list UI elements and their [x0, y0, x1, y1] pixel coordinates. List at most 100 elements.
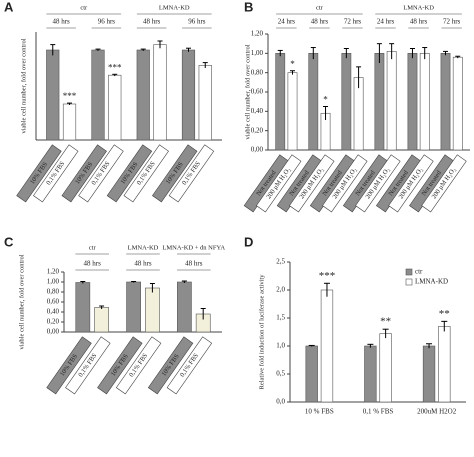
y-axis-label: Relative fold induction of luciferase ac… [258, 274, 265, 390]
y-axis-label: viable cell number, fold over control [244, 44, 251, 139]
category-frame [289, 154, 335, 213]
y-tick-label: 1,00 [251, 49, 264, 57]
category-frame [106, 144, 153, 203]
bar [91, 49, 105, 141]
category-frame [65, 336, 111, 395]
bar [407, 53, 418, 151]
bar [364, 345, 377, 403]
category-frame [166, 336, 213, 395]
y-tick-label: 1,5 [276, 314, 285, 322]
category-frame [46, 336, 92, 395]
category-frame [355, 154, 401, 213]
group-label: ctr [80, 4, 88, 11]
bar [287, 72, 298, 151]
category-frame [255, 154, 302, 213]
bar [181, 49, 196, 141]
subgroup-label: 24 hrs [377, 18, 395, 26]
bar [126, 281, 141, 333]
subgroup-label: 24 hrs [278, 18, 296, 26]
x-tick-label: 10 % FBS [305, 408, 334, 416]
legend-label: LMNA-KD [415, 278, 448, 286]
category-frame [33, 144, 79, 203]
subgroup-label: 48 hrs [185, 260, 203, 268]
y-tick-label: 2,0 [276, 286, 285, 294]
bar [379, 333, 392, 403]
category-frame [78, 144, 124, 203]
y-tick-label: 0,40 [47, 308, 60, 316]
bar [386, 51, 397, 151]
category-frame [168, 144, 215, 203]
subgroup-label: 72 hrs [443, 18, 461, 26]
y-tick-label: 0,80 [251, 68, 264, 76]
subgroup-label: 48 hrs [84, 260, 102, 268]
bar [94, 307, 109, 333]
y-tick-label: 0,80 [47, 288, 60, 296]
legend-swatch [405, 278, 413, 286]
significance: *** [108, 62, 122, 72]
bar [320, 289, 334, 403]
bar [177, 281, 192, 333]
y-tick-label: 0,60 [251, 88, 264, 96]
subgroup-label: 72 hrs [344, 18, 362, 26]
bar [75, 282, 91, 333]
bar [62, 103, 77, 141]
bar [46, 49, 60, 141]
bar [108, 74, 122, 141]
significance: ** [439, 308, 450, 320]
category-frame [147, 336, 194, 395]
y-tick-label: 2,5 [276, 258, 285, 266]
category-frame [421, 154, 467, 213]
bar [452, 56, 463, 151]
subgroup-label: 48 hrs [134, 260, 152, 268]
y-tick-label: 1,00 [47, 278, 60, 286]
group-label: ctr [316, 4, 324, 11]
y-tick-label: 0,60 [47, 298, 60, 306]
bar [308, 53, 319, 151]
bar [136, 49, 150, 141]
category-frame [152, 144, 198, 203]
legend-label: ctr [415, 268, 423, 276]
significance: ** [380, 316, 391, 328]
category-frame [97, 336, 143, 395]
y-tick-label: 0,5 [276, 370, 285, 378]
y-tick-label: 0,20 [47, 318, 60, 326]
panel-label: A [4, 0, 14, 14]
category-frame [123, 144, 169, 203]
bar [198, 65, 212, 141]
y-tick-label: 0,20 [251, 126, 264, 134]
subgroup-label: 48 hrs [311, 18, 329, 26]
category-frame [115, 336, 162, 395]
significance: * [290, 59, 295, 69]
group-label: ctr [89, 244, 97, 251]
group-label: LMNA-KD [159, 4, 190, 11]
bar [275, 53, 286, 151]
subgroup-label: 48 hrs [52, 18, 70, 26]
category-frame [322, 154, 368, 213]
group-label: LMNA-KD + dn NFYA [162, 244, 225, 251]
bar [419, 53, 430, 151]
bar [341, 53, 352, 151]
group-label: LMNA-KD [403, 4, 434, 11]
y-tick-label: 1,20 [47, 268, 60, 276]
bar [422, 345, 436, 403]
y-axis-label: viable cell number, fold over control [18, 254, 25, 349]
category-frame [61, 144, 107, 203]
bar [145, 287, 160, 333]
bar [153, 44, 167, 141]
bar [353, 77, 364, 151]
category-frame [388, 154, 434, 213]
y-tick-label: 0,00 [251, 146, 264, 154]
significance: *** [319, 270, 336, 282]
bar [305, 345, 318, 403]
y-tick-label: 1,0 [276, 342, 285, 350]
subgroup-label: 48 hrs [143, 18, 161, 26]
x-tick-label: 200uM H2O2 [417, 408, 457, 416]
bar [374, 53, 385, 151]
y-tick-label: 0,00 [47, 328, 60, 336]
subgroup-label: 48 hrs [410, 18, 428, 26]
y-axis-label: viable cell number, fold over control [20, 38, 27, 133]
x-tick-label: 0,1 % FBS [363, 408, 394, 416]
bar [440, 53, 451, 151]
y-tick-label: 1,20 [251, 30, 264, 38]
